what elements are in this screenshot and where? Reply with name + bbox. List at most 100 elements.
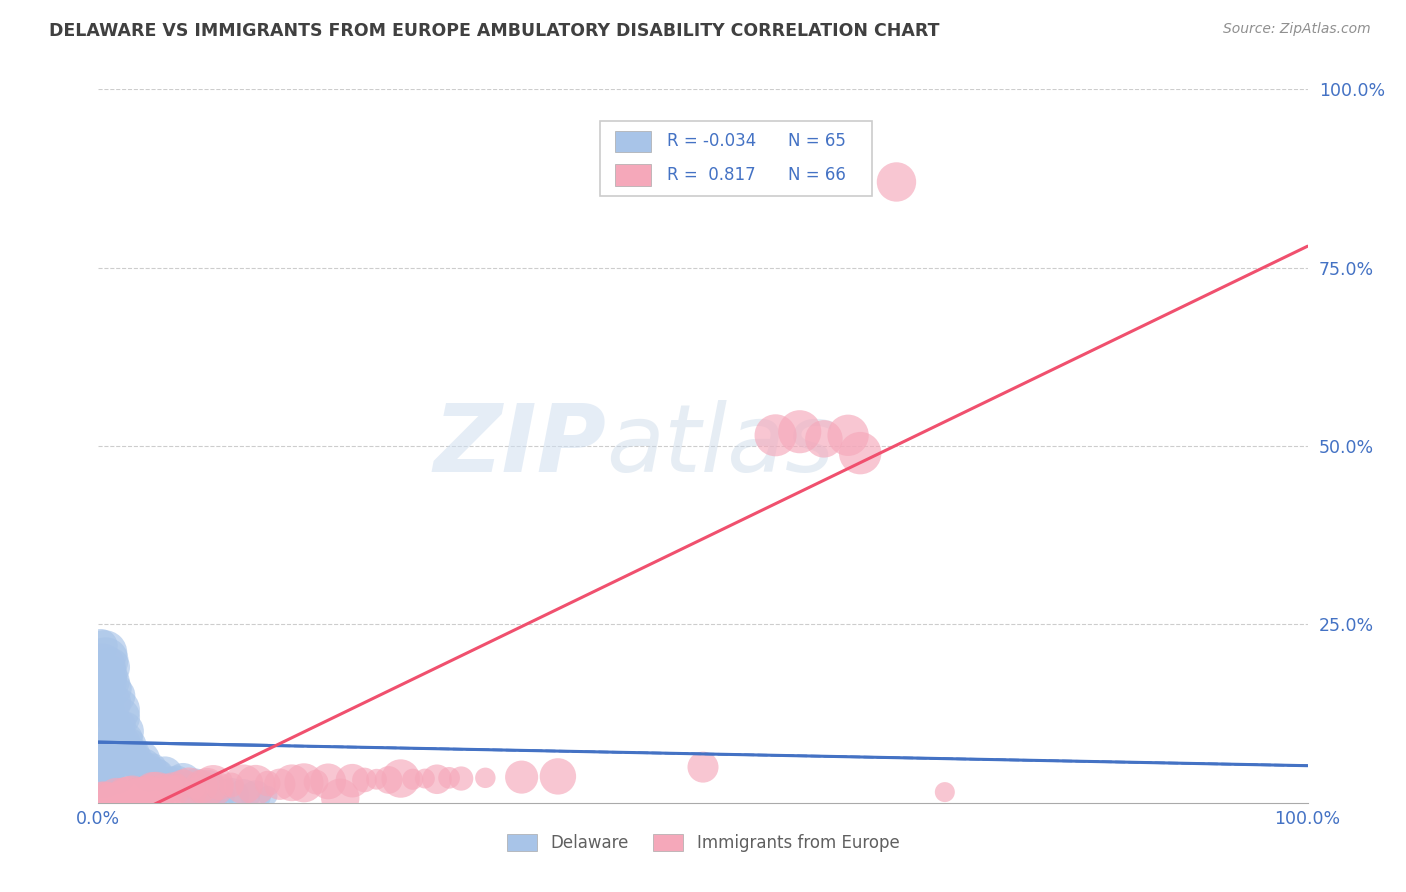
Point <box>107 703 129 717</box>
Point <box>366 772 388 787</box>
Point <box>190 780 212 794</box>
Point <box>426 772 449 787</box>
Point <box>142 760 165 774</box>
Point <box>208 789 231 803</box>
Point <box>91 760 114 774</box>
Point <box>256 789 278 803</box>
Point <box>184 781 207 796</box>
Point <box>292 776 315 790</box>
Point <box>94 739 117 753</box>
Point <box>105 731 128 746</box>
Point <box>184 780 207 795</box>
Point <box>118 789 141 803</box>
Point <box>96 792 118 806</box>
Point <box>93 681 115 696</box>
Point <box>135 760 157 774</box>
Point <box>377 772 399 787</box>
Point <box>437 771 460 785</box>
Point <box>100 791 122 805</box>
Point <box>329 790 352 805</box>
Point <box>450 772 472 786</box>
Point <box>232 789 254 803</box>
Point <box>97 793 120 807</box>
Point <box>91 674 114 689</box>
Point <box>305 775 328 789</box>
Point <box>132 760 155 774</box>
Point <box>148 767 170 781</box>
Point <box>232 777 254 791</box>
Point <box>221 789 243 803</box>
Point <box>100 674 122 689</box>
Point <box>91 660 114 674</box>
Point <box>121 753 143 767</box>
Point <box>90 753 112 767</box>
Point <box>104 724 127 739</box>
Point <box>692 760 714 774</box>
Point <box>256 776 278 790</box>
Point <box>172 781 194 796</box>
Point <box>342 773 364 788</box>
Point <box>157 783 180 797</box>
Point <box>148 784 170 798</box>
Point <box>89 739 111 753</box>
Point <box>138 767 160 781</box>
Point <box>118 739 141 753</box>
Point <box>118 753 141 767</box>
Point <box>98 760 121 774</box>
Text: N = 66: N = 66 <box>787 166 845 184</box>
Point <box>117 746 139 760</box>
Point <box>934 785 956 799</box>
FancyBboxPatch shape <box>614 130 651 152</box>
Point <box>124 746 146 760</box>
Point <box>195 781 218 796</box>
Point <box>150 783 173 797</box>
Point <box>153 767 176 781</box>
Point <box>765 428 787 442</box>
Point <box>112 724 135 739</box>
Point <box>110 746 132 760</box>
Point <box>138 786 160 800</box>
Point <box>127 787 149 801</box>
Point <box>166 774 188 789</box>
Point <box>100 660 122 674</box>
FancyBboxPatch shape <box>614 164 651 186</box>
Point <box>142 784 165 798</box>
Point <box>547 769 569 783</box>
Text: atlas: atlas <box>606 401 835 491</box>
Point <box>105 767 128 781</box>
Point <box>160 781 183 796</box>
Point <box>813 432 835 446</box>
Point <box>105 689 128 703</box>
Point <box>108 789 131 804</box>
Point <box>127 753 149 767</box>
Point <box>134 787 156 801</box>
Text: Source: ZipAtlas.com: Source: ZipAtlas.com <box>1223 22 1371 37</box>
Text: R =  0.817: R = 0.817 <box>666 166 755 184</box>
Point <box>389 772 412 786</box>
Point <box>129 786 152 800</box>
Point <box>413 772 436 786</box>
FancyBboxPatch shape <box>600 121 872 196</box>
Point <box>190 781 212 796</box>
Point <box>172 774 194 789</box>
Point <box>195 780 218 794</box>
Point <box>179 780 201 794</box>
Point <box>121 787 143 801</box>
Point <box>90 639 112 653</box>
Point <box>510 770 533 784</box>
Point <box>353 772 375 787</box>
Point <box>115 731 138 746</box>
Text: ZIP: ZIP <box>433 400 606 492</box>
Point <box>135 785 157 799</box>
Point <box>111 717 134 731</box>
Point <box>111 790 134 805</box>
Point <box>202 779 225 793</box>
Point <box>127 760 149 774</box>
Point <box>202 789 225 803</box>
Point <box>162 782 184 797</box>
Point <box>166 780 188 794</box>
Point <box>97 753 120 767</box>
Point <box>124 788 146 802</box>
Point <box>94 653 117 667</box>
Point <box>281 776 304 790</box>
